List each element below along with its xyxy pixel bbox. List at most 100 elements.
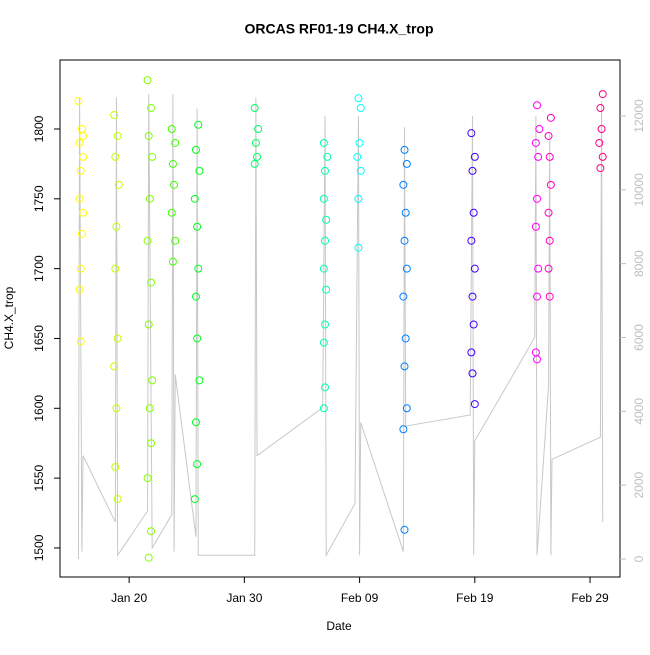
point [354,194,363,203]
y-axis-label: CH4.X_trop [2,286,16,349]
point [145,194,154,203]
point [323,152,332,161]
y-tick-label: 1650 [32,325,46,352]
point [110,111,119,120]
point [113,495,122,504]
point [144,131,153,140]
point [190,194,199,203]
point [598,90,607,99]
point [401,208,410,217]
point [400,236,409,245]
point [598,152,607,161]
point [354,243,363,252]
point [596,104,605,113]
point [321,320,330,329]
y2-tick-label: 2000 [632,471,646,498]
point [531,138,540,147]
x-axis-label: Date [326,619,352,633]
point [143,236,152,245]
point [251,138,260,147]
point [531,348,540,357]
point [194,264,203,273]
point [467,129,476,138]
point [147,527,156,536]
point [321,236,330,245]
point [191,145,200,154]
point [111,152,120,161]
altitude-line [77,93,604,559]
point [353,152,362,161]
point [148,152,157,161]
point [193,222,202,231]
point [75,138,84,147]
point [76,264,85,273]
point [195,376,204,385]
point [171,138,180,147]
point [399,292,408,301]
point [143,76,152,85]
point [531,222,540,231]
point [195,166,204,175]
y2-tick-label: 12000 [632,99,646,133]
point [170,180,179,189]
point [355,138,364,147]
point [533,194,542,203]
point [545,292,554,301]
point [533,292,542,301]
y-tick-label: 1550 [32,464,46,491]
point [319,404,328,413]
point [75,194,84,203]
point [321,383,330,392]
point [110,362,119,371]
point [112,404,121,413]
point [171,236,180,245]
point [76,337,85,346]
point [354,94,363,103]
point [167,124,176,133]
point [469,320,478,329]
point [470,264,479,273]
point [147,278,156,287]
point [319,194,328,203]
x-tick-label: Jan 30 [226,591,262,605]
point [77,229,86,238]
point [114,180,123,189]
y2-tick-label: 10000 [632,173,646,207]
point [470,152,479,161]
point [319,264,328,273]
point [250,159,259,168]
y-tick-label: 1500 [32,534,46,561]
point [147,439,156,448]
point [79,208,88,217]
point [468,166,477,175]
chart-title: ORCAS RF01-19 CH4.X_trop [244,21,433,37]
point [79,152,88,161]
point [468,292,477,301]
y2-tick-label: 4000 [632,398,646,425]
point [190,495,199,504]
point [546,113,555,122]
point [467,236,476,245]
point [194,120,203,129]
y-tick-label: 1700 [32,255,46,282]
point [545,236,554,245]
point [544,131,553,140]
point [400,362,409,371]
point [544,208,553,217]
point [144,320,153,329]
x-tick-label: Jan 20 [111,591,147,605]
point [356,166,365,175]
point [191,292,200,301]
y2-tick-label: 8000 [632,250,646,277]
point [596,164,605,173]
point [319,138,328,147]
y-tick-label: 1600 [32,395,46,422]
point [112,222,121,231]
point [253,152,262,161]
point [399,180,408,189]
point [145,404,154,413]
point [356,104,365,113]
point [75,285,84,294]
point [143,474,152,483]
